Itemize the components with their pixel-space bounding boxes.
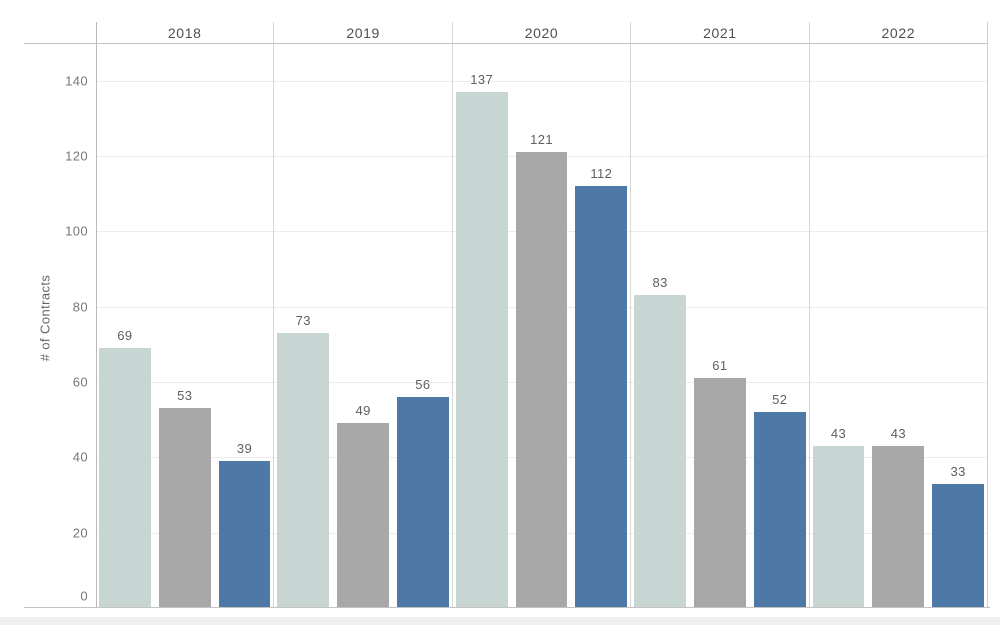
bar-blue-2021[interactable]: 52 [753, 392, 806, 608]
bar-light-teal-2018[interactable]: 69 [99, 328, 151, 608]
bar-gray-2022[interactable]: 43 [872, 426, 925, 608]
bar-gray-2020[interactable]: 121 [515, 132, 568, 608]
bar-blue-2018[interactable]: 39 [218, 441, 271, 608]
bar-light-teal-2019[interactable]: 73 [277, 313, 330, 608]
year-header: 2018 [167, 24, 202, 41]
bar-value-label: 61 [712, 358, 728, 374]
bar-value-label: 69 [117, 328, 133, 344]
plot-area: 2018 69 53 39 2019 73 49 56 2020 137 121 112 2021 83 6… [24, 22, 990, 608]
bar-value-label: 52 [772, 392, 788, 408]
bar-group: 73 49 56 [274, 43, 451, 608]
y-tick-label: 80 [72, 299, 88, 315]
bar-gray-2019[interactable]: 49 [337, 403, 389, 608]
year-panel-2019: 2019 73 49 56 [274, 22, 453, 608]
bar-value-label: 43 [830, 426, 847, 441]
bar-value-label: 49 [355, 403, 371, 419]
y-tick-label: 120 [65, 148, 88, 164]
bar-group: 83 61 52 [631, 43, 808, 608]
bar-value-label: 43 [890, 426, 906, 441]
y-tick-label: 100 [65, 223, 88, 239]
y-axis-line [96, 22, 97, 608]
gridline [96, 80, 988, 82]
y-tick-label: 60 [72, 374, 88, 390]
bar-value-label: 137 [470, 72, 494, 87]
bar-group: 69 53 39 [96, 43, 273, 608]
bar-blue-2019[interactable]: 56 [397, 377, 449, 608]
bar-gray-2021[interactable]: 61 [694, 358, 746, 608]
bar-group: 43 43 33 [810, 43, 987, 608]
bar-light-teal-2021[interactable]: 83 [634, 275, 687, 608]
bar-value-label: 121 [530, 132, 553, 148]
year-header: 2021 [703, 24, 737, 41]
bar-gray-2018[interactable]: 53 [158, 388, 211, 608]
year-panel-2020: 2020 137 121 112 [453, 22, 632, 608]
y-tick-label: 40 [72, 449, 88, 465]
x-axis-line [24, 607, 990, 608]
year-panel-2018: 2018 69 53 39 [96, 22, 275, 608]
bar-value-label: 39 [236, 441, 253, 457]
column-header-separator-line [24, 43, 988, 44]
bar-group: 137 121 112 [453, 43, 630, 608]
bar-blue-2020[interactable]: 112 [575, 166, 628, 608]
y-tick-label: 140 [65, 73, 88, 89]
y-axis-title: # of Contracts [37, 274, 53, 362]
bar-value-label: 33 [950, 463, 966, 479]
year-header: 2022 [881, 24, 916, 41]
y-tick-label: 0 [80, 588, 88, 604]
year-header: 2019 [346, 24, 380, 41]
year-panel-2022: 2022 43 43 33 [810, 22, 989, 608]
year-header: 2020 [524, 24, 559, 41]
bar-value-label: 73 [295, 313, 311, 328]
bar-value-label: 112 [590, 166, 613, 182]
y-tick-label: 20 [72, 525, 88, 541]
bar-value-label: 53 [177, 388, 193, 404]
year-panels: 2018 69 53 39 2019 73 49 56 2020 137 121 112 2021 83 6… [96, 22, 989, 608]
bar-value-label: 83 [652, 275, 668, 291]
bar-light-teal-2020[interactable]: 137 [455, 72, 508, 608]
bar-light-teal-2022[interactable]: 43 [812, 426, 865, 608]
year-panel-2021: 2021 83 61 52 [631, 22, 810, 608]
bar-blue-2022[interactable]: 33 [932, 464, 985, 608]
bar-value-label: 56 [415, 377, 431, 393]
plot-right-border [987, 22, 988, 608]
bottom-strip [0, 617, 1000, 625]
